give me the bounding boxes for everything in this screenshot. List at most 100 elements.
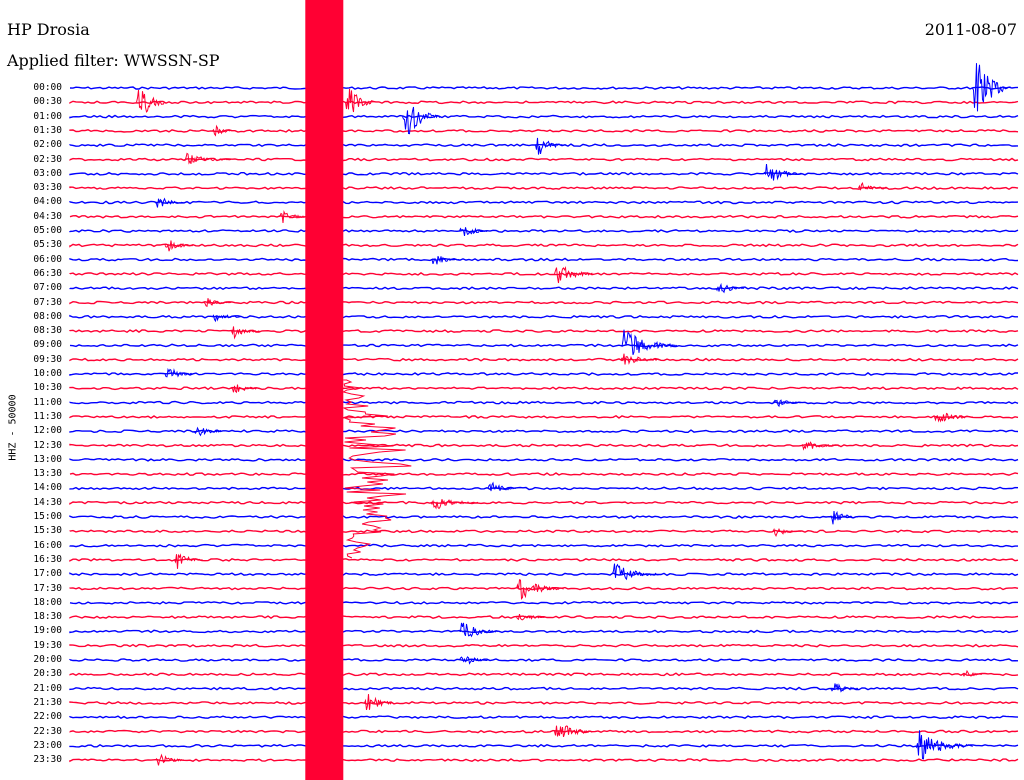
trace-lines [69, 86, 1019, 763]
large-event-band [305, 0, 344, 780]
row-label: 10:30 [33, 382, 62, 394]
trace-row [69, 486, 1019, 491]
seismic-event [430, 256, 460, 265]
trace-events [136, 0, 1011, 780]
row-label: 06:30 [33, 267, 62, 279]
trace-row [69, 672, 1019, 677]
trace-row [69, 600, 1019, 605]
trace-row [69, 357, 1019, 362]
trace-row [69, 214, 1019, 219]
trace-row [69, 286, 1019, 291]
trace-row [69, 472, 1019, 476]
seismic-event [829, 510, 859, 525]
seismic-event [430, 499, 479, 510]
trace-row [69, 400, 1019, 405]
row-label: 04:30 [33, 210, 62, 222]
seismic-event [174, 553, 203, 569]
row-label: 18:00 [33, 596, 62, 608]
trace-row [69, 143, 1019, 148]
trace-row [69, 443, 1019, 448]
row-label: 03:00 [33, 167, 62, 179]
row-label: 16:00 [33, 539, 62, 551]
seismic-event [554, 725, 593, 738]
trace-row [69, 715, 1019, 720]
row-label: 00:30 [33, 96, 62, 108]
trace-row [69, 515, 1019, 519]
seismic-event [136, 89, 165, 113]
seismic-event [620, 329, 679, 355]
row-label: 07:00 [33, 282, 62, 294]
seismic-event [231, 326, 260, 340]
row-label: 12:00 [33, 425, 62, 437]
filter-label: Applied filter: WWSSN-SP [7, 51, 220, 70]
row-label: 09:00 [33, 339, 62, 351]
seismic-event [364, 694, 393, 711]
row-label: 20:00 [33, 654, 62, 665]
trace-row [69, 457, 1019, 462]
trace-row [69, 743, 1019, 748]
trace-row [69, 529, 1019, 534]
trace-row [69, 572, 1019, 577]
row-label: 04:00 [33, 196, 62, 208]
trace-row [69, 429, 1019, 434]
trace-row [69, 543, 1018, 548]
row-label: 23:30 [33, 754, 62, 766]
row-label: 08:30 [33, 325, 62, 337]
trace-row [69, 86, 1019, 90]
seismic-event [915, 730, 973, 760]
row-label: 13:30 [33, 468, 62, 480]
seismic-event [772, 527, 802, 537]
trace-row [69, 171, 1019, 176]
row-label: 17:30 [33, 582, 62, 594]
trace-row [69, 758, 1019, 763]
row-label: 02:00 [33, 139, 62, 151]
seismic-event [962, 669, 983, 677]
seismic-event [231, 384, 260, 394]
row-label: 11:30 [33, 410, 62, 422]
row-label: 10:00 [33, 368, 62, 379]
trace-row [69, 186, 1019, 190]
date-label: 2011-08-07 [924, 20, 1017, 39]
trace-row [69, 128, 1019, 133]
seismic-event [972, 63, 1011, 112]
row-label: 08:00 [33, 310, 62, 322]
trace-row [69, 686, 1019, 691]
row-label: 14:00 [33, 482, 62, 494]
row-label: 12:30 [33, 439, 62, 451]
trace-row [69, 329, 1019, 334]
row-label: 15:00 [33, 511, 62, 522]
row-label: 05:30 [33, 239, 62, 251]
trace-row [69, 343, 1019, 348]
row-label: 11:00 [33, 396, 62, 408]
row-label: 23:00 [33, 739, 62, 751]
row-label: 19:00 [33, 625, 62, 637]
seismic-event [516, 613, 545, 621]
time-row-labels: 00:00 00:30 01:00 01:30 02:00 02:30 03:00 03:30… [0, 0, 66, 780]
row-label: 02:30 [33, 153, 62, 165]
trace-row [69, 500, 1019, 505]
trace-row [69, 372, 1018, 376]
row-label: 01:00 [33, 110, 62, 122]
trace-row [69, 658, 1019, 662]
trace-row [69, 557, 1019, 562]
row-label: 16:30 [33, 553, 62, 565]
trace-row [69, 314, 1018, 319]
seismic-event [202, 298, 232, 308]
seismic-event [164, 240, 194, 252]
row-label: 21:00 [33, 682, 62, 694]
row-label: 01:30 [33, 124, 62, 136]
row-label: 17:00 [33, 568, 62, 580]
seismic-event [155, 753, 184, 766]
row-label: 15:30 [33, 525, 62, 537]
trace-row [69, 414, 1019, 419]
seismic-event [858, 182, 887, 191]
trace-row [69, 243, 1019, 248]
seismic-event [763, 164, 802, 181]
seismic-event [183, 152, 232, 165]
seismic-event [487, 481, 517, 492]
seismic-event [611, 563, 659, 581]
row-label: 22:00 [33, 711, 62, 723]
row-label: 13:00 [33, 453, 62, 465]
seismic-event [554, 266, 593, 284]
